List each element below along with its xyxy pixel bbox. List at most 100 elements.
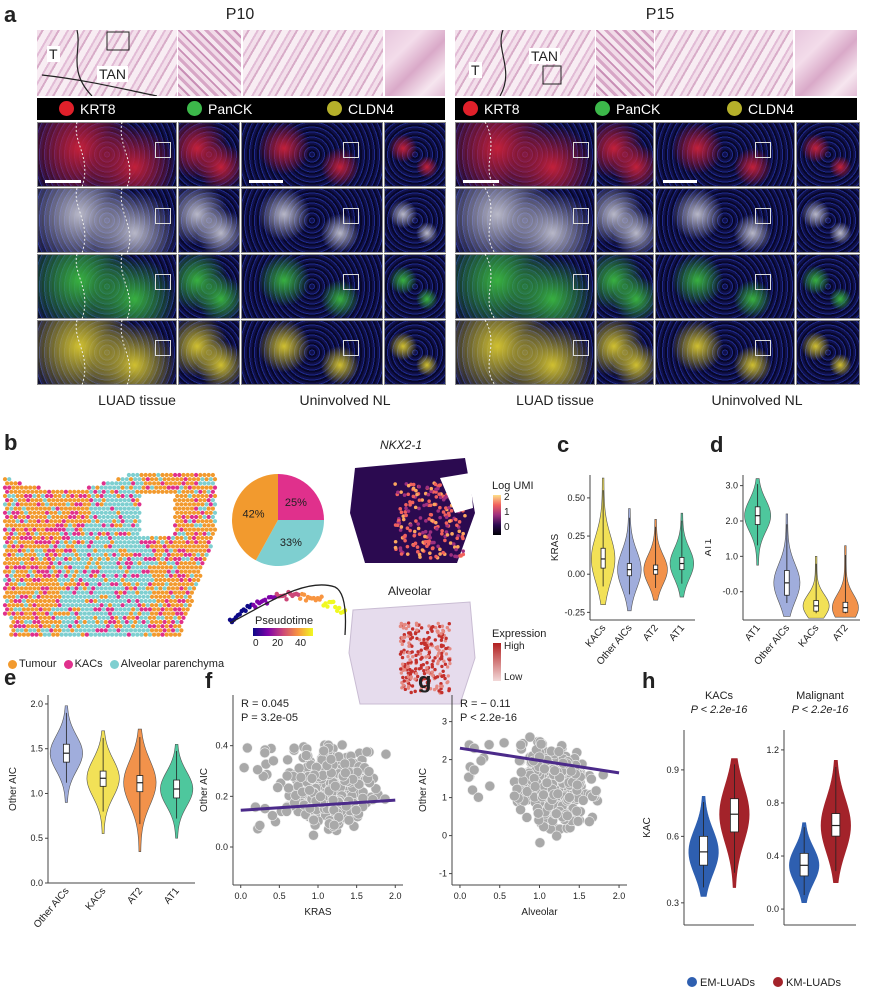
spot (74, 619, 79, 625)
spot (47, 632, 52, 637)
spot (55, 514, 60, 520)
spot (179, 502, 184, 507)
nkx-spot (448, 541, 453, 545)
spot (118, 540, 123, 545)
spot (95, 577, 100, 583)
spot (21, 548, 26, 553)
spot (143, 615, 148, 620)
spot (68, 615, 73, 620)
spot (34, 598, 39, 604)
spot (36, 603, 41, 608)
spot (175, 577, 180, 583)
spot (32, 586, 37, 591)
nkx-spot (438, 505, 442, 510)
spot (61, 577, 66, 583)
spot (42, 632, 48, 637)
spot (82, 594, 87, 599)
spot (137, 510, 142, 515)
spot (65, 510, 71, 515)
spot (105, 615, 110, 620)
spot (191, 577, 197, 583)
spot (124, 510, 129, 515)
spot (128, 561, 134, 566)
y-tick-label: 0.3 (666, 898, 679, 908)
spot (202, 523, 207, 528)
nkx-spot (438, 547, 442, 552)
spot (99, 586, 104, 591)
spot (187, 603, 192, 608)
spot (168, 548, 173, 553)
spot (200, 544, 205, 549)
spot (34, 548, 39, 553)
spot (114, 506, 119, 511)
spot (143, 582, 148, 587)
spot (181, 590, 186, 595)
spot (40, 577, 45, 583)
spot (84, 615, 89, 620)
spot (152, 565, 157, 570)
alveolar-spot (439, 682, 443, 686)
spot (131, 481, 136, 486)
spot (53, 577, 58, 583)
spot (59, 489, 64, 494)
spot (42, 624, 48, 629)
cldn4-dot-icon (327, 101, 342, 116)
spot (120, 603, 125, 608)
spot (162, 594, 167, 599)
spot (13, 632, 18, 637)
spot (198, 472, 203, 478)
spot (152, 582, 157, 587)
alveolar-spot (405, 665, 410, 670)
spot (122, 481, 127, 486)
spot (34, 590, 39, 595)
spot (135, 531, 140, 536)
spot (11, 603, 16, 608)
spot (135, 548, 140, 553)
zoom-box (755, 340, 771, 356)
spot (30, 498, 35, 503)
spot (181, 498, 186, 503)
alveolar-spot (423, 641, 427, 646)
spot (149, 544, 155, 549)
spot (131, 582, 136, 587)
spot (23, 577, 29, 583)
spot (124, 493, 129, 499)
spot (28, 535, 33, 541)
spot (47, 523, 52, 528)
spot (105, 607, 110, 612)
spot (70, 577, 75, 583)
scatter-point (541, 777, 553, 789)
trajectory-cell (297, 596, 303, 601)
spot (137, 603, 142, 608)
spot (86, 493, 92, 499)
alveolar-spot (407, 651, 411, 655)
nkx-spot (454, 554, 459, 559)
spot (147, 565, 152, 570)
spot (84, 556, 89, 562)
spot (154, 561, 159, 566)
nkx-spot (437, 492, 441, 496)
spot (128, 544, 134, 549)
spot (32, 561, 37, 566)
spot (26, 556, 31, 562)
spot (194, 540, 199, 545)
spot (126, 615, 131, 620)
scatter-point (330, 780, 341, 792)
spot (181, 489, 186, 494)
nkx-spot (428, 530, 433, 534)
spot (133, 577, 138, 583)
spot (55, 573, 60, 578)
spot (126, 548, 131, 553)
spot (19, 502, 24, 507)
scatter-point (584, 816, 595, 827)
spot (99, 552, 104, 557)
tumour-boundary (484, 320, 496, 385)
spot (173, 481, 178, 486)
spot (196, 561, 201, 566)
scatter-point (281, 770, 293, 782)
log-umi-tick-2: 2 (504, 492, 510, 503)
spot (131, 506, 136, 511)
spot (206, 514, 211, 520)
spot (7, 552, 12, 557)
